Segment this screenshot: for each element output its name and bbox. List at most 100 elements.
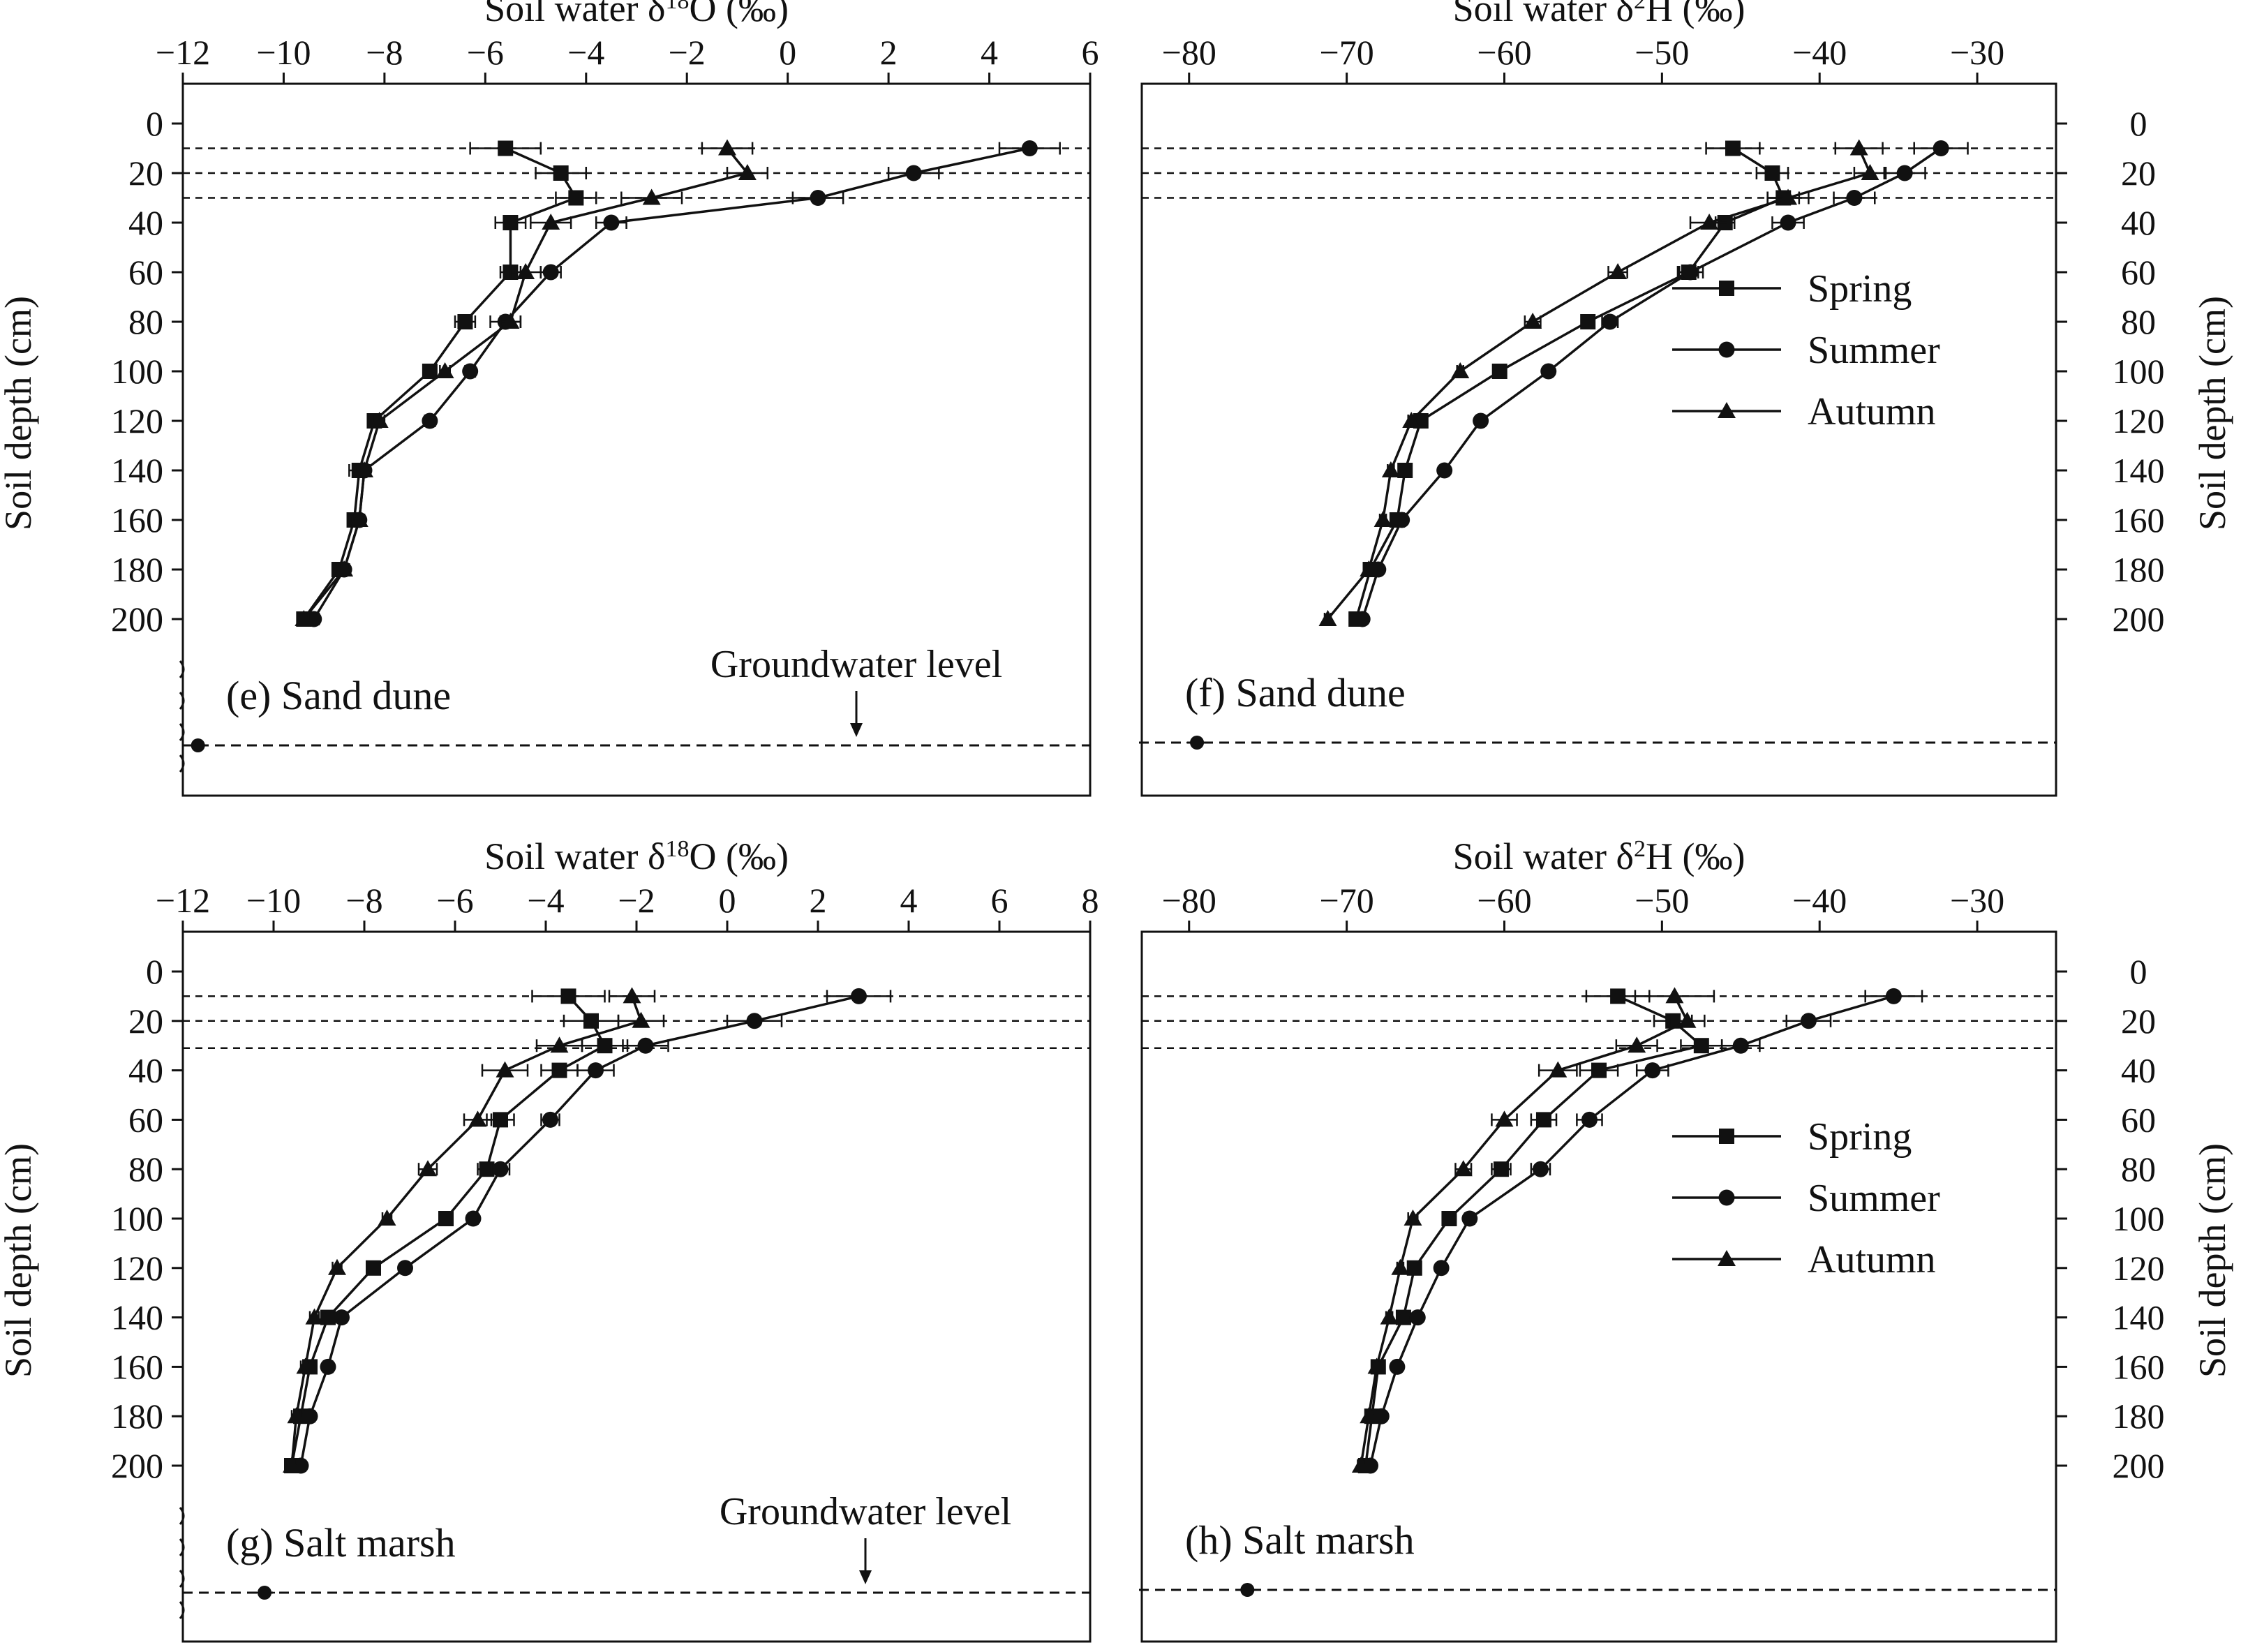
series-spring [1357,988,1723,1473]
data-point-circle [1373,1408,1390,1424]
series-summer [292,988,892,1474]
series-line [302,147,750,620]
data-point-square [438,1211,454,1226]
y-tick-label: 100 [111,352,163,391]
y-tick-label: 80 [2121,1149,2156,1189]
data-point-triangle [287,1407,306,1424]
data-point-square [1397,463,1413,478]
data-point-triangle [1360,560,1378,576]
data-point-square [583,1013,599,1029]
data-point-square [493,1112,508,1128]
data-point-triangle [355,461,373,477]
x-tick-label: −2 [669,33,706,72]
x-tick-label: −80 [1162,33,1216,72]
data-point-triangle [1404,1210,1422,1226]
data-point-circle [465,1210,482,1227]
series-line [1369,995,1894,1466]
legend-marker-circle [1718,341,1735,358]
axis-break-mark [179,1538,185,1556]
data-point-circle [905,165,922,181]
data-point-triangle [1665,987,1684,1004]
y-tick-label: 20 [128,154,163,193]
y-tick-label: 40 [2121,1051,2156,1090]
data-point-triangle [370,412,389,428]
groundwater-point [191,738,205,752]
data-point-circle [1461,1210,1478,1227]
data-point-triangle [305,1308,324,1325]
y-tick-label: 80 [128,1149,163,1189]
data-point-circle [334,1309,350,1326]
y-tick-label: 80 [2121,302,2156,341]
legend-marker-triangle [1718,1250,1736,1266]
data-point-square [1406,1260,1422,1276]
x-tick-label: −10 [246,881,301,920]
data-point-circle [1933,140,1949,156]
series-summer [1354,140,1969,627]
data-point-circle [810,190,826,206]
legend-entry: Spring [1808,267,1912,311]
y-tick-label: 20 [128,1002,163,1041]
data-point-triangle [1549,1061,1568,1078]
y-tick-label: 140 [2113,1298,2165,1337]
x-tick-label: −50 [1635,33,1689,72]
groundwater-label: Groundwater level [720,1490,1011,1533]
data-point-circle [1581,1111,1598,1128]
plot-frame [181,82,1092,797]
y-tick-label: 60 [128,253,163,292]
plot-frame [1140,930,2057,1643]
data-point-triangle [1367,1357,1386,1374]
x-tick-label: −4 [527,881,564,920]
legend-marker-square [1719,1129,1734,1144]
legend-entry: Autumn [1808,390,1936,433]
data-point-triangle [542,214,560,230]
legend-marker-circle [1718,1189,1735,1206]
data-point-circle [588,1062,604,1079]
y-tick-label: 160 [2113,500,2165,539]
data-point-circle [320,1358,336,1375]
y-tick-label: 20 [2121,154,2156,193]
legend-entry: Summer [1808,1177,1940,1220]
x-tick-label: −50 [1635,881,1689,920]
data-point-square [1693,1038,1709,1054]
data-point-triangle [496,1061,514,1078]
data-point-triangle [335,560,354,576]
x-tick-label: 2 [810,881,827,920]
x-tick-label: −60 [1477,33,1531,72]
series-summer [306,140,1061,627]
data-point-triangle [501,313,520,329]
data-point-square [1764,165,1780,181]
data-point-triangle [718,139,736,156]
data-point-triangle [623,987,641,1004]
x-axis-title: Soil water δ2H (‰) [1453,0,1745,29]
data-point-square [1535,1112,1551,1128]
y-tick-label: 200 [2113,600,2165,639]
x-tick-label: 4 [900,881,918,920]
axis-break-mark [179,660,185,678]
series-autumn [283,987,665,1473]
data-point-circle [462,363,479,380]
data-point-triangle [1351,1457,1370,1473]
x-tick-label: −40 [1792,33,1847,72]
x-tick-label: −30 [1950,33,2004,72]
x-tick-label: −40 [1792,881,1847,920]
data-point-square [560,988,576,1004]
data-point-triangle [1849,139,1868,156]
panel-label: (f) Sand dune [1185,670,1406,715]
data-point-triangle [1402,412,1421,428]
series-spring [296,140,597,627]
data-point-triangle [1373,511,1392,527]
x-tick-label: −80 [1162,881,1216,920]
data-point-circle [1389,1358,1406,1375]
series-autumn [295,139,769,626]
data-point-triangle [1609,263,1628,279]
y-tick-label: 100 [111,1199,163,1238]
y-tick-label: 0 [2130,104,2147,143]
series-autumn [1318,139,1887,626]
data-point-square [1441,1211,1457,1226]
data-point-circle [542,1111,558,1128]
series-line [299,995,859,1466]
data-point-triangle [295,610,313,626]
groundwater-arrow-head [850,723,863,737]
y-tick-label: 80 [128,302,163,341]
groundwater-arrow-head [859,1570,872,1584]
